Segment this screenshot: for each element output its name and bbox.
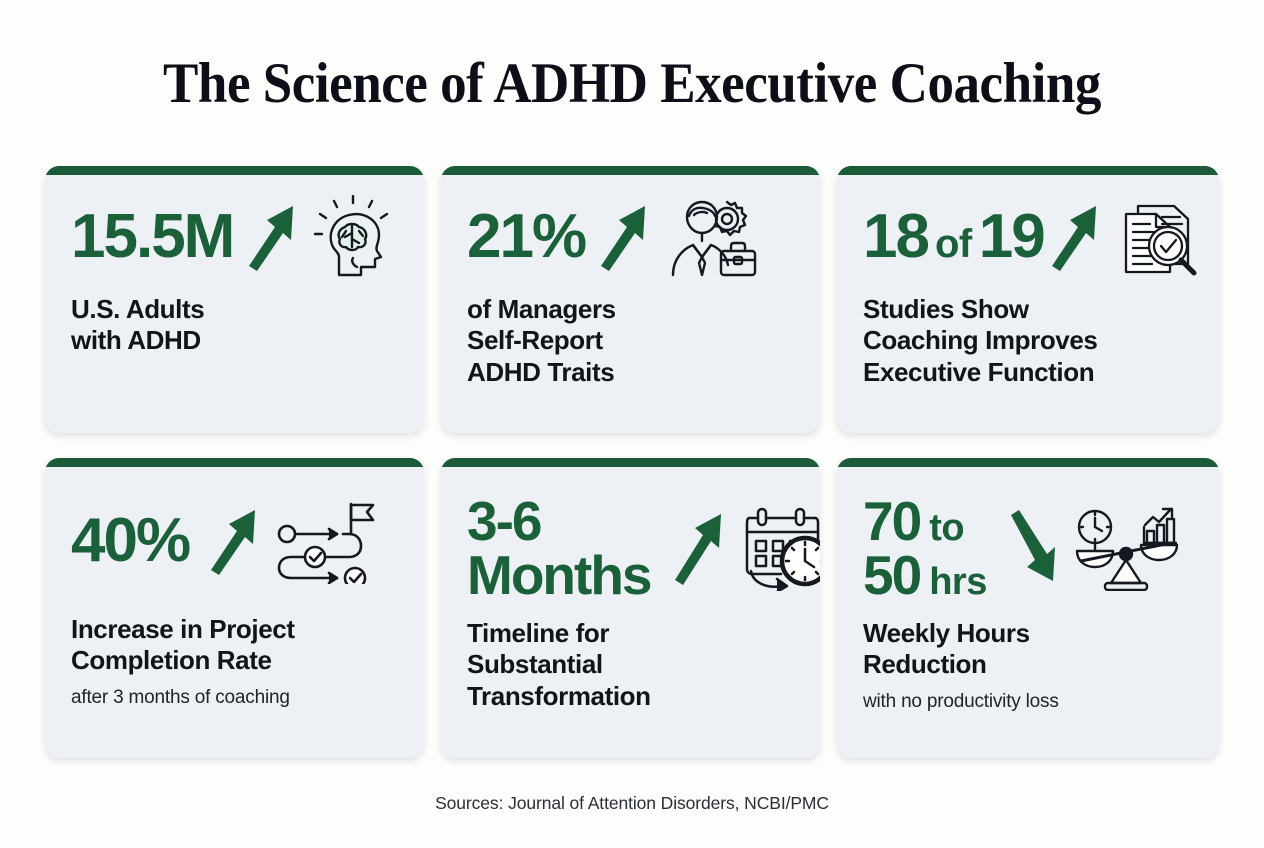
arrow-up-right-icon bbox=[205, 504, 261, 578]
documents-magnifier-check-icon bbox=[1112, 194, 1200, 280]
stat-label-line: Transformation bbox=[467, 680, 651, 711]
stat-value-part: hrs bbox=[929, 561, 987, 603]
stat-label: Studies Show Coaching Improves Executive… bbox=[863, 294, 1193, 388]
stat-row: 18 of 19 bbox=[863, 194, 1197, 280]
stat-value-line: 70 to bbox=[863, 493, 987, 549]
stat-value-part: of bbox=[934, 221, 972, 266]
stat-card-project-completion-rate: 40% bbox=[45, 458, 424, 758]
stat-label: Timeline for Substantial Transformation bbox=[467, 618, 794, 712]
stat-label: U.S. Adults with ADHD bbox=[71, 294, 398, 357]
stat-card-grid: 15.5M U.S. Adults bbox=[45, 166, 1225, 758]
arrow-up-right-icon bbox=[595, 200, 651, 274]
stat-value: 40% bbox=[71, 505, 191, 575]
stat-label-line: Reduction bbox=[863, 649, 987, 680]
stat-label: Increase in Project Completion Rate bbox=[71, 614, 398, 677]
stat-row: 40% bbox=[71, 498, 398, 584]
stat-card-weekly-hours-reduction: 70 to 50 hrs bbox=[837, 458, 1219, 758]
stat-label-line: Timeline for bbox=[467, 618, 610, 648]
page-title: The Science of ADHD Executive Coaching bbox=[163, 52, 1101, 115]
stat-value-part: 50 bbox=[863, 544, 922, 606]
stat-label: Weekly Hours Reduction bbox=[863, 618, 1193, 681]
stat-label-line: ADHD Traits bbox=[467, 356, 615, 387]
stat-value: 15.5M bbox=[71, 201, 235, 271]
stat-label-line: Self-Report bbox=[467, 325, 603, 356]
stat-value-part: 18 bbox=[863, 201, 930, 271]
stat-value-part: Months bbox=[467, 544, 653, 606]
stat-row: 15.5M bbox=[71, 194, 398, 280]
stat-label: of Managers Self-Report ADHD Traits bbox=[467, 294, 794, 388]
stat-label-line: Completion Rate bbox=[71, 645, 272, 676]
arrow-up-right-icon bbox=[671, 508, 727, 588]
stat-card-transformation-timeline: 3-6 Months bbox=[441, 458, 820, 758]
calendar-clock-icon bbox=[741, 505, 820, 591]
stat-value: 70 to 50 hrs bbox=[863, 493, 987, 603]
stat-label-line: Studies Show bbox=[863, 294, 1029, 324]
arrow-down-right-icon bbox=[1005, 509, 1061, 587]
brain-head-idea-icon bbox=[309, 195, 397, 279]
stat-label-line: of Managers bbox=[467, 294, 616, 324]
stat-label-line: with ADHD bbox=[71, 325, 201, 356]
arrow-up-right-icon bbox=[1046, 200, 1102, 274]
roadmap-flag-checkpoints-icon bbox=[275, 498, 375, 584]
stat-value-line: 50 hrs bbox=[863, 548, 987, 603]
stat-value: 3-6 Months bbox=[467, 489, 653, 606]
stat-value-part: 19 bbox=[978, 201, 1046, 271]
sources-footer: Sources: Journal of Attention Disorders,… bbox=[435, 793, 829, 813]
stat-label-line: Weekly Hours bbox=[863, 618, 1030, 648]
stat-card-adults-with-adhd: 15.5M U.S. Adults bbox=[45, 166, 424, 433]
stat-label-line: Increase in Project bbox=[71, 614, 295, 644]
stat-row: 21% bbox=[467, 194, 794, 280]
stat-label-line: Executive Function bbox=[863, 356, 1095, 387]
stat-label-line: U.S. Adults bbox=[71, 294, 205, 324]
stat-value-part: to bbox=[929, 506, 965, 549]
stat-card-studies-show-coaching: 18 of 19 bbox=[837, 166, 1219, 433]
arrow-up-right-icon bbox=[243, 200, 299, 274]
stat-value: 18 of 19 bbox=[863, 205, 1046, 267]
stat-value: 21% bbox=[467, 201, 587, 271]
stat-row: 70 to 50 hrs bbox=[863, 492, 1193, 604]
businessman-gear-briefcase-icon bbox=[661, 195, 757, 279]
balance-scale-clock-chart-icon bbox=[1071, 505, 1179, 591]
stat-label-line: Coaching Improves bbox=[863, 325, 1098, 356]
stat-row: 3-6 Months bbox=[467, 489, 820, 606]
stat-value-part: 3-6 bbox=[467, 489, 542, 552]
stat-value-part: 70 bbox=[863, 489, 922, 552]
stat-subtext: with no productivity loss bbox=[863, 690, 1059, 712]
stat-card-managers-self-report: 21% bbox=[441, 166, 820, 433]
stat-subtext: after 3 months of coaching bbox=[71, 686, 290, 708]
stat-label-line: Substantial bbox=[467, 649, 603, 680]
